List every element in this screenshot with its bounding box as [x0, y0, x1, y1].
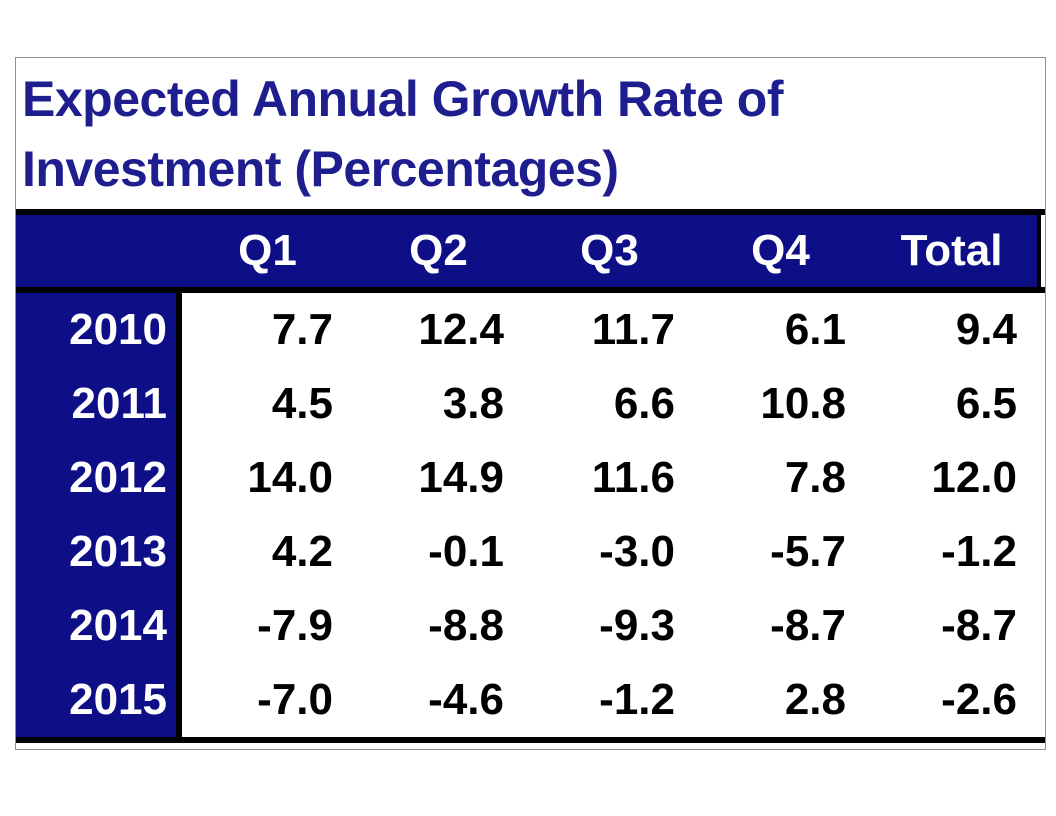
column-header-q2: Q2: [409, 226, 468, 275]
value-cell: 6.6: [524, 367, 695, 441]
year-column-divider: [176, 589, 182, 663]
year-cell: 2011: [16, 367, 176, 441]
table-row: 2013 4.2 -0.1 -3.0 -5.7 -1.2: [16, 515, 1045, 589]
title-line-1: Expected Annual Growth Rate of: [22, 71, 784, 127]
column-header-q1: Q1: [238, 226, 297, 275]
year-column-divider: [176, 293, 182, 367]
value-cell: -8.7: [866, 589, 1037, 663]
value-cell: 11.6: [524, 441, 695, 515]
table-bottom-border: [16, 737, 1045, 743]
value-cell: 6.1: [695, 293, 866, 367]
value-cell: 7.8: [695, 441, 866, 515]
value-cell: 4.2: [182, 515, 353, 589]
header-top-border: [16, 209, 1045, 215]
year-cell: 2010: [16, 293, 176, 367]
header-band: Q1 Q2 Q3 Q4 Total: [16, 215, 1037, 287]
value-cell: 14.0: [182, 441, 353, 515]
value-cell: -8.7: [695, 589, 866, 663]
value-cell: -8.8: [353, 589, 524, 663]
table-title: Expected Annual Growth Rate of Investmen…: [16, 58, 1045, 209]
header-row: Q1 Q2 Q3 Q4 Total: [16, 215, 1045, 287]
value-cell: 12.0: [866, 441, 1037, 515]
table-row: 2012 14.0 14.9 11.6 7.8 12.0: [16, 441, 1045, 515]
value-cell: -9.3: [524, 589, 695, 663]
year-column-divider: [176, 663, 182, 737]
table-row: 2014 -7.9 -8.8 -9.3 -8.7 -8.7: [16, 589, 1045, 663]
value-cell: -1.2: [524, 663, 695, 737]
title-line-2: Investment (Percentages): [22, 141, 619, 197]
value-cell: 12.4: [353, 293, 524, 367]
value-cell: 2.8: [695, 663, 866, 737]
year-column-divider: [176, 515, 182, 589]
year-cell: 2013: [16, 515, 176, 589]
value-cell: 10.8: [695, 367, 866, 441]
value-cell: 14.9: [353, 441, 524, 515]
column-header-q3: Q3: [580, 226, 639, 275]
table-row: 2015 -7.0 -4.6 -1.2 2.8 -2.6: [16, 663, 1045, 737]
header-sliver: [1041, 215, 1045, 287]
header-end-divider: [1037, 215, 1041, 287]
column-header-q4: Q4: [751, 226, 810, 275]
value-cell: -2.6: [866, 663, 1037, 737]
value-cell: 11.7: [524, 293, 695, 367]
year-column-divider: [176, 367, 182, 441]
table-body: 2010 7.7 12.4 11.7 6.1 9.4 2011 4.5 3.8 6.6 10.8 6.…: [16, 293, 1045, 737]
value-cell: -3.0: [524, 515, 695, 589]
year-cell: 2014: [16, 589, 176, 663]
value-cell: -5.7: [695, 515, 866, 589]
value-cell: 9.4: [866, 293, 1037, 367]
value-cell: 6.5: [866, 367, 1037, 441]
year-column-divider: [176, 441, 182, 515]
table-row: 2011 4.5 3.8 6.6 10.8 6.5: [16, 367, 1045, 441]
header-bottom-border: [16, 287, 1045, 293]
value-cell: 3.8: [353, 367, 524, 441]
year-cell: 2012: [16, 441, 176, 515]
value-cell: -7.0: [182, 663, 353, 737]
value-cell: 4.5: [182, 367, 353, 441]
value-cell: -0.1: [353, 515, 524, 589]
value-cell: -1.2: [866, 515, 1037, 589]
value-cell: -4.6: [353, 663, 524, 737]
table-row: 2010 7.7 12.4 11.7 6.1 9.4: [16, 293, 1045, 367]
table-container: Expected Annual Growth Rate of Investmen…: [15, 57, 1046, 750]
year-cell: 2015: [16, 663, 176, 737]
header-corner-cell: [16, 215, 182, 287]
column-header-total: Total: [900, 226, 1003, 275]
value-cell: 7.7: [182, 293, 353, 367]
value-cell: -7.9: [182, 589, 353, 663]
